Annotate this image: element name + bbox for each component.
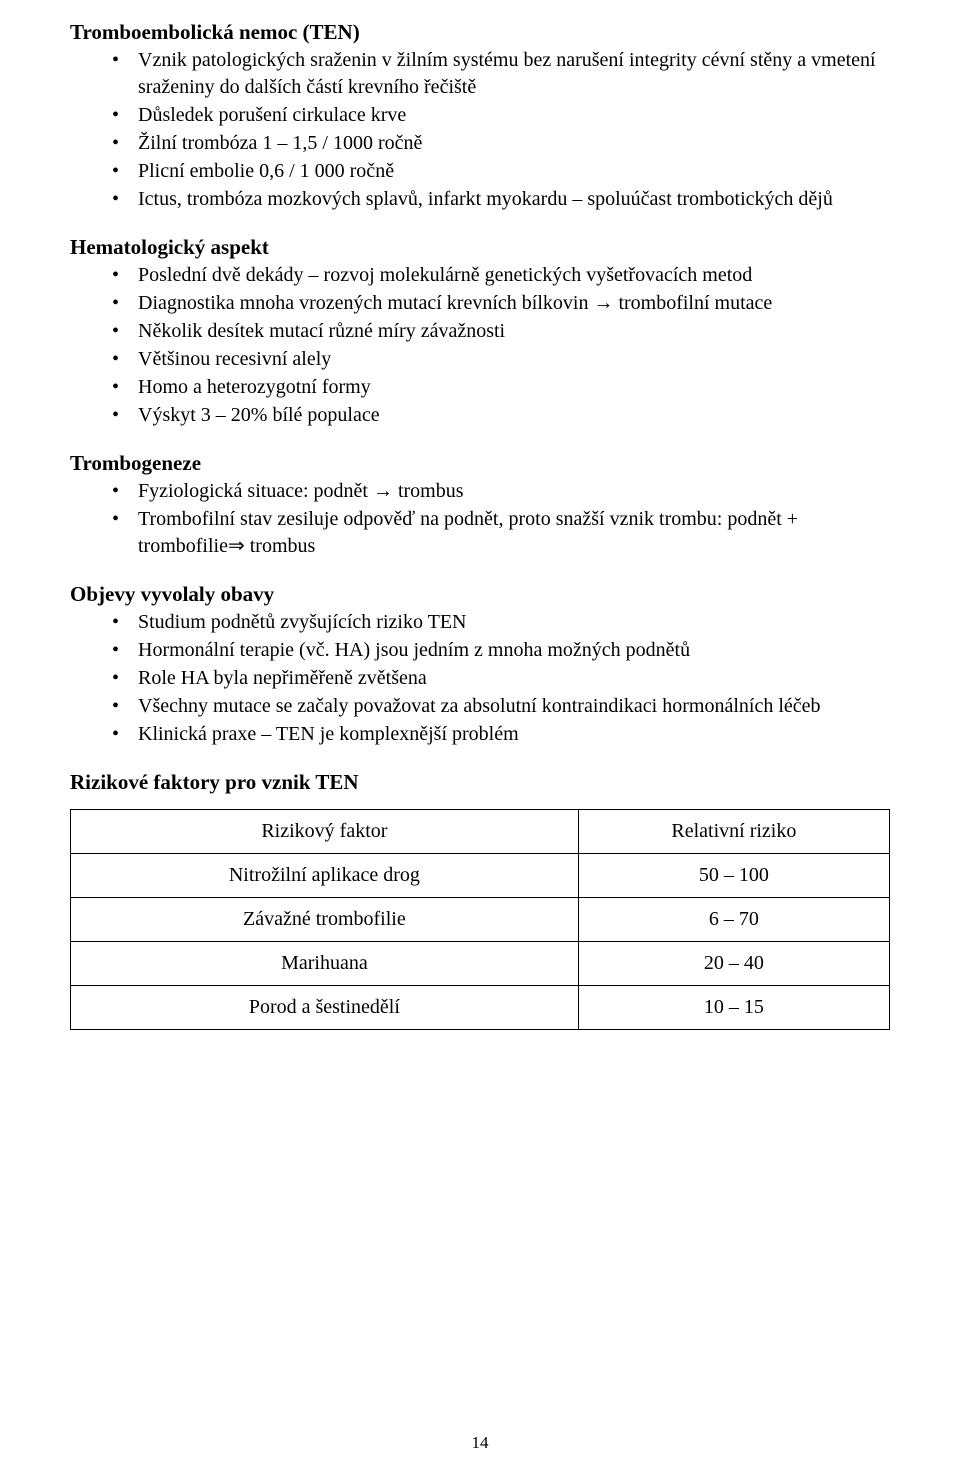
table-row: Marihuana 20 – 40 (71, 942, 890, 986)
list-item: Role HA byla nepřiměřeně zvětšena (138, 665, 890, 692)
table-header-cell: Relativní riziko (578, 810, 889, 854)
list-item: Klinická praxe – TEN je komplexnější pro… (138, 721, 890, 748)
list-item: Plicní embolie 0,6 / 1 000 ročně (138, 158, 890, 185)
table-cell: Nitrožilní aplikace drog (71, 854, 579, 898)
page: Tromboembolická nemoc (TEN) Vznik patolo… (0, 0, 960, 1473)
table-cell: Porod a šestinedělí (71, 986, 579, 1030)
bullet-list: Fyziologická situace: podnět → trombus T… (70, 478, 890, 560)
table-cell: Závažné trombofilie (71, 898, 579, 942)
list-item: Trombofilní stav zesiluje odpověď na pod… (138, 506, 890, 560)
table-row: Závažné trombofilie 6 – 70 (71, 898, 890, 942)
bullet-list: Vznik patologických sraženin v žilním sy… (70, 47, 890, 213)
table-cell: 6 – 70 (578, 898, 889, 942)
list-item: Několik desítek mutací různé míry závažn… (138, 318, 890, 345)
list-item: Důsledek porušení cirkulace krve (138, 102, 890, 129)
section-heading: Hematologický aspekt (70, 235, 890, 260)
table-row: Nitrožilní aplikace drog 50 – 100 (71, 854, 890, 898)
list-item: Vznik patologických sraženin v žilním sy… (138, 47, 890, 101)
table-cell: 50 – 100 (578, 854, 889, 898)
table-cell: 20 – 40 (578, 942, 889, 986)
table-cell: 10 – 15 (578, 986, 889, 1030)
list-item: Všechny mutace se začaly považovat za ab… (138, 693, 890, 720)
list-item: Ictus, trombóza mozkových splavů, infark… (138, 186, 890, 213)
bullet-list: Poslední dvě dekády – rozvoj molekulárně… (70, 262, 890, 429)
list-item: Fyziologická situace: podnět → trombus (138, 478, 890, 505)
table-cell: Marihuana (71, 942, 579, 986)
list-item: Diagnostika mnoha vrozených mutací krevn… (138, 290, 890, 317)
table-header-cell: Rizikový faktor (71, 810, 579, 854)
risk-factors-table: Rizikový faktor Relativní riziko Nitroži… (70, 809, 890, 1030)
table-row: Porod a šestinedělí 10 – 15 (71, 986, 890, 1030)
list-item: Žilní trombóza 1 – 1,5 / 1000 ročně (138, 130, 890, 157)
section-heading: Tromboembolická nemoc (TEN) (70, 20, 890, 45)
list-item: Většinou recesivní alely (138, 346, 890, 373)
list-item: Výskyt 3 – 20% bílé populace (138, 402, 890, 429)
list-item: Poslední dvě dekády – rozvoj molekulárně… (138, 262, 890, 289)
table-row: Rizikový faktor Relativní riziko (71, 810, 890, 854)
list-item: Homo a heterozygotní formy (138, 374, 890, 401)
list-item: Studium podnětů zvyšujících riziko TEN (138, 609, 890, 636)
list-item: Hormonální terapie (vč. HA) jsou jedním … (138, 637, 890, 664)
section-heading: Trombogeneze (70, 451, 890, 476)
bullet-list: Studium podnětů zvyšujících riziko TEN H… (70, 609, 890, 748)
page-number: 14 (70, 1433, 890, 1453)
section-heading: Objevy vyvolaly obavy (70, 582, 890, 607)
section-heading: Rizikové faktory pro vznik TEN (70, 770, 890, 795)
